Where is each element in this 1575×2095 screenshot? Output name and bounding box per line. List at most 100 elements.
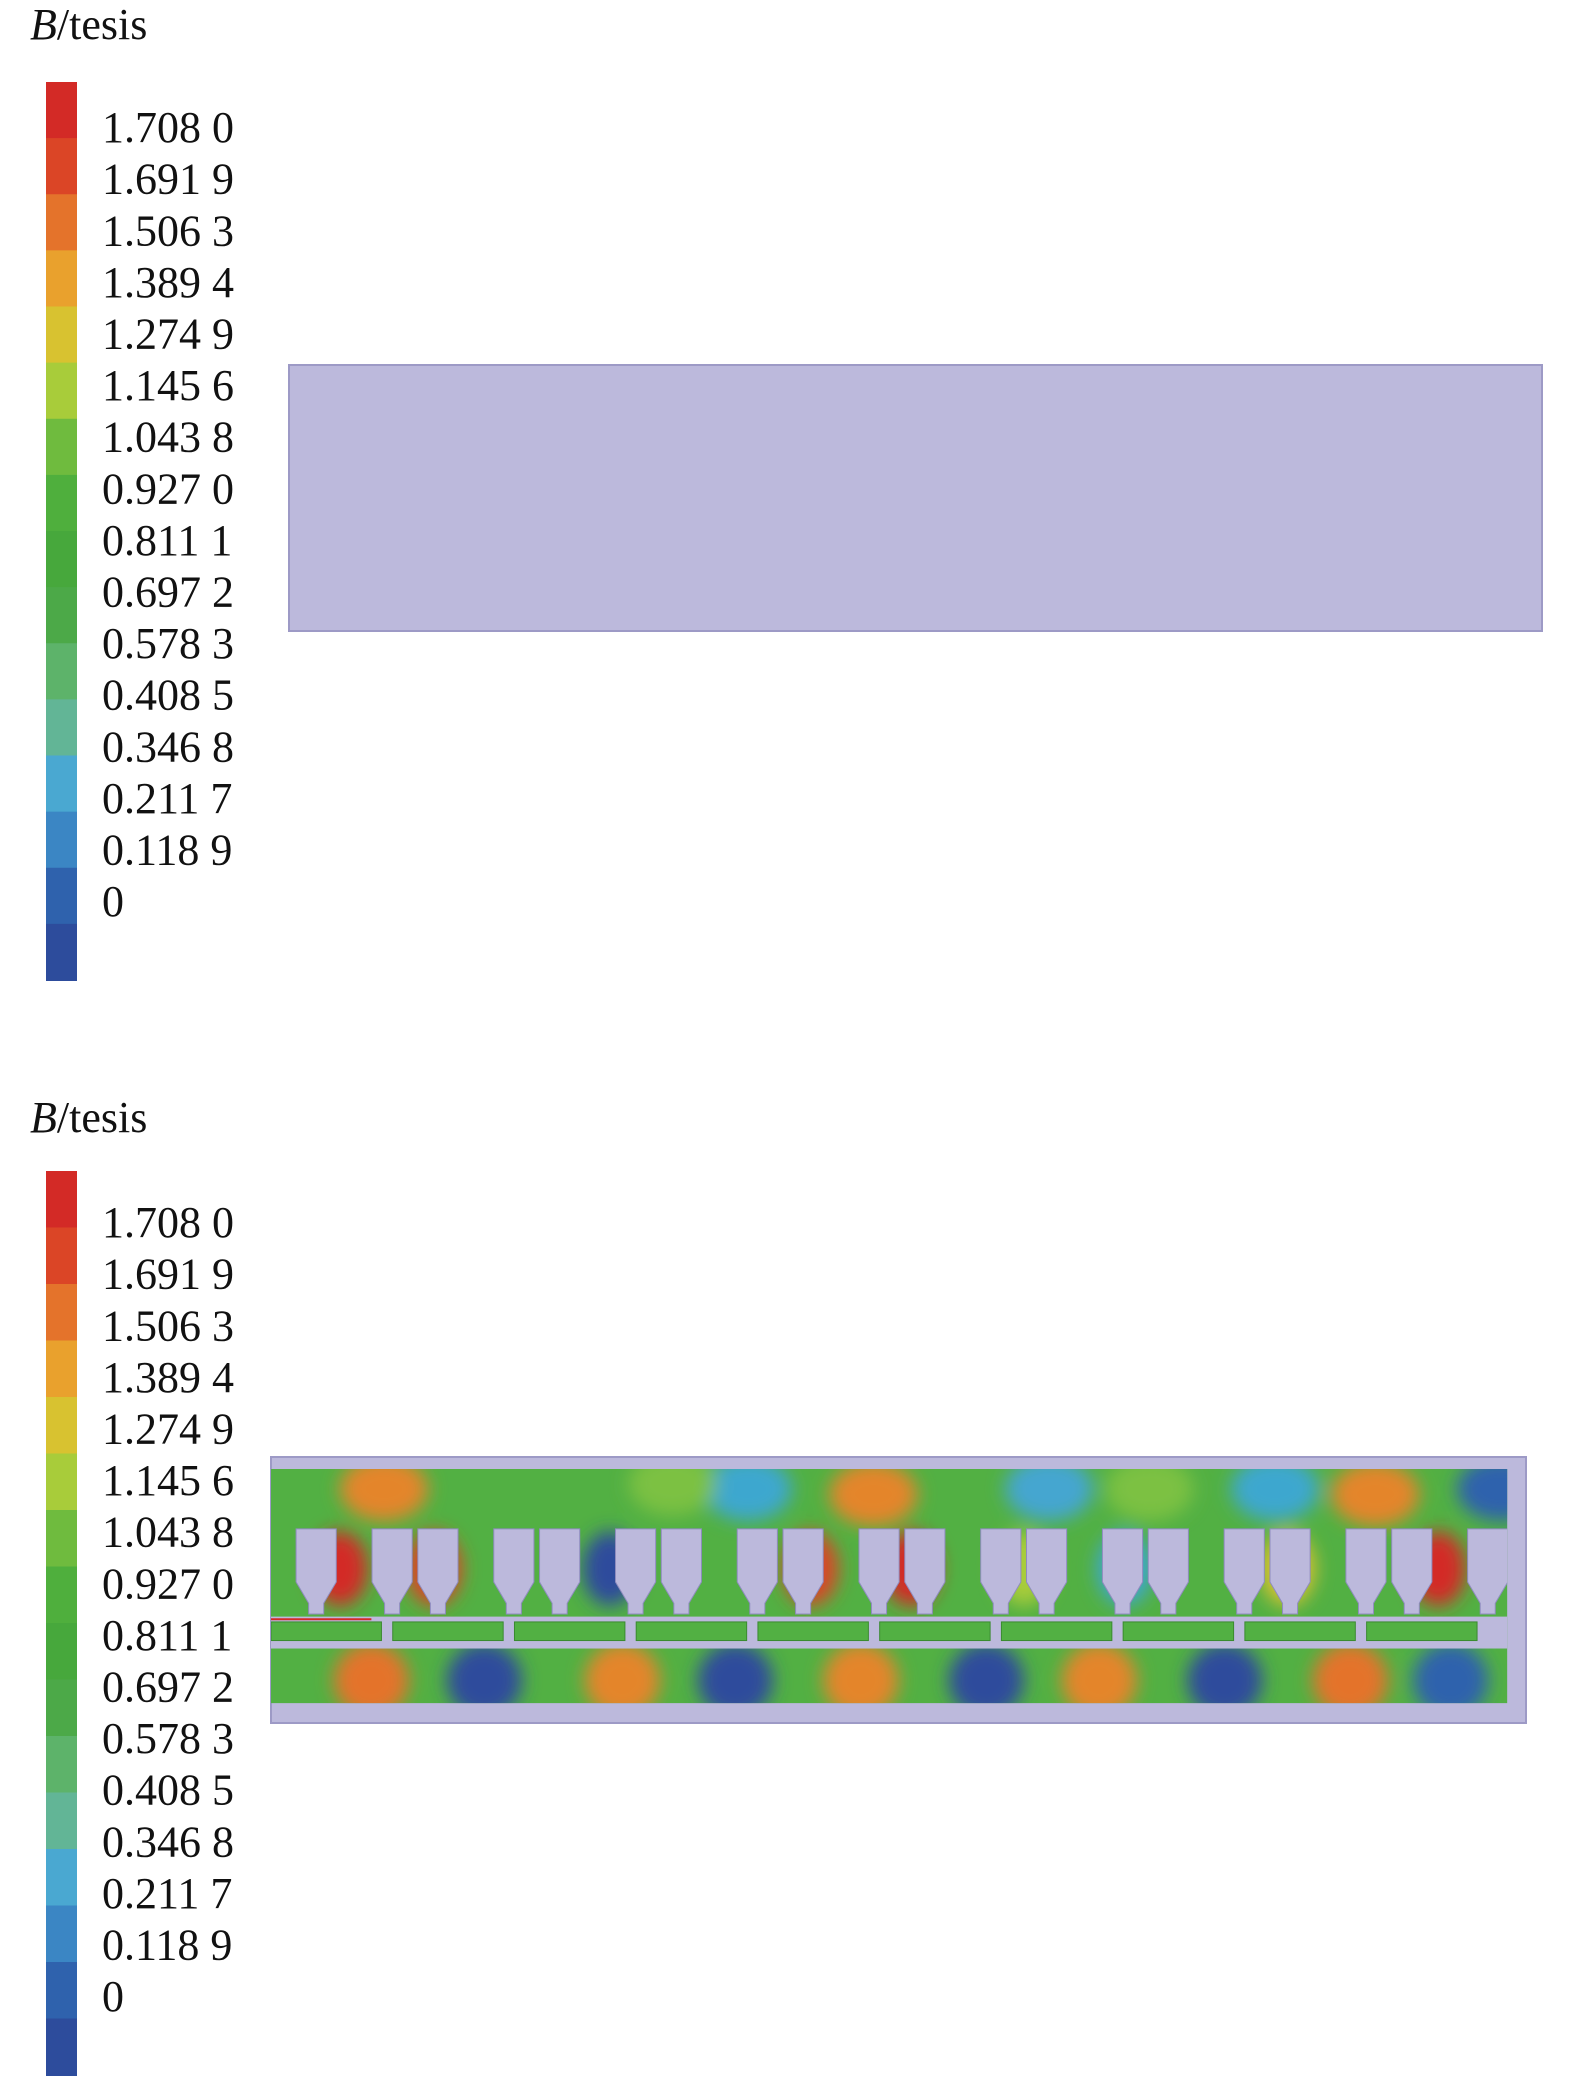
- mover-segment: [271, 1621, 382, 1642]
- colorbar-band: [46, 138, 77, 196]
- legend-label: 1.506 3: [102, 206, 234, 255]
- colorbar-band: [46, 1566, 77, 1624]
- field-blob: [703, 1469, 792, 1521]
- field-blob: [697, 1643, 773, 1704]
- legend-title: B/tesis: [30, 0, 147, 49]
- colorbar-band: [46, 1340, 77, 1398]
- tooth: [371, 1528, 413, 1615]
- legend-label: 0.697 2: [102, 567, 234, 616]
- field-blob: [1061, 1643, 1137, 1704]
- frame: [288, 364, 1543, 632]
- tooth: [1467, 1528, 1508, 1615]
- colorbar-band: [46, 1171, 77, 1229]
- field-blob: [1331, 1469, 1420, 1527]
- mover-segment: [635, 1621, 748, 1642]
- legend-label: 0.118 9: [102, 825, 232, 874]
- colorbar-band: [46, 1849, 77, 1907]
- field-blob: [829, 1469, 918, 1527]
- tooth: [1223, 1528, 1265, 1615]
- colorbar-band: [46, 250, 77, 308]
- tooth: [614, 1528, 657, 1615]
- mover-segment: [757, 1621, 869, 1642]
- tooth: [493, 1528, 535, 1615]
- field-blob: [584, 1643, 661, 1704]
- colorbar-band: [46, 811, 77, 869]
- legend-label: 0.697 2: [102, 1662, 234, 1711]
- colorbar-band: [46, 699, 77, 757]
- tooth: [295, 1528, 337, 1615]
- field: [271, 1469, 1508, 1704]
- legend-label: 0.346 8: [102, 1817, 234, 1866]
- legend-label: 1.389 4: [102, 1353, 234, 1402]
- colorbar-band: [46, 1905, 77, 1963]
- field-blob: [628, 1469, 717, 1516]
- legend-label: 0.408 5: [102, 671, 234, 720]
- legend-label: 1.506 3: [102, 1301, 234, 1350]
- mover-segment: [1122, 1621, 1235, 1642]
- colorbar-band: [46, 643, 77, 701]
- colorbar-band: [46, 1227, 77, 1285]
- unit: /tesis: [57, 0, 147, 49]
- colorbar-band: [46, 362, 77, 420]
- panel: B/tesis 1.708 01.691 91.506 31.389 41.274…: [30, 0, 1543, 981]
- legend-label: 0.211 7: [102, 1869, 232, 1918]
- legend-label: 0.578 3: [102, 619, 234, 668]
- legend-label: 1.389 4: [102, 258, 234, 307]
- tooth: [1147, 1528, 1189, 1615]
- tooth: [539, 1528, 581, 1615]
- legend-label: 0: [102, 877, 124, 926]
- colorbar-band: [46, 2018, 77, 2076]
- colorbar-band: [46, 418, 77, 476]
- colorbar-band: [46, 1792, 77, 1850]
- colorbar-band: [46, 1962, 77, 2020]
- colorbar-band: [46, 587, 77, 645]
- legend-label: 0.211 7: [102, 774, 232, 823]
- tooth: [782, 1528, 824, 1615]
- unit: /tesis: [57, 1093, 147, 1142]
- tooth: [1026, 1528, 1068, 1615]
- colorbar-band: [46, 306, 77, 364]
- legend-label: 1.708 0: [102, 103, 234, 152]
- tooth: [1345, 1528, 1387, 1615]
- field-blob: [333, 1643, 410, 1704]
- legend-label: 0.118 9: [102, 1920, 232, 1969]
- field-blob: [1413, 1643, 1489, 1704]
- mover-segment: [1366, 1621, 1478, 1642]
- field-blob: [1456, 1469, 1508, 1521]
- colorbar-band: [46, 755, 77, 813]
- legend-label: 1.145 6: [102, 361, 234, 410]
- colorbar-band: [46, 1397, 77, 1455]
- tooth: [1391, 1528, 1433, 1615]
- field-blob: [340, 1469, 428, 1521]
- legend-label: 1.274 9: [102, 309, 234, 358]
- mover-segment: [1000, 1621, 1113, 1642]
- colorbar-band: [46, 1679, 77, 1737]
- tooth: [858, 1528, 900, 1615]
- colorbar-band: [46, 1453, 77, 1511]
- colorbar-band: [46, 1736, 77, 1794]
- colorbar-band: [46, 923, 77, 981]
- legend-title: B/tesis: [30, 1093, 147, 1142]
- tooth: [1269, 1528, 1311, 1615]
- legend-label: 0.578 3: [102, 1714, 234, 1763]
- mover-segment: [879, 1621, 991, 1642]
- legend-label: 0: [102, 1972, 124, 2021]
- legend-label: 1.043 8: [102, 413, 234, 462]
- mover-segment: [513, 1621, 626, 1642]
- field-blob: [948, 1643, 1024, 1704]
- colorbar-band: [46, 1284, 77, 1342]
- mover-segment: [1244, 1621, 1356, 1642]
- legend-label: 0.927 0: [102, 464, 234, 513]
- colorbar-band: [46, 82, 77, 140]
- tooth: [660, 1528, 702, 1615]
- legend-label: 0.811 1: [102, 1611, 232, 1660]
- colorbar-band: [46, 1510, 77, 1568]
- field-blob: [1105, 1469, 1194, 1521]
- field-blob: [1231, 1469, 1319, 1521]
- colorbar-band: [46, 531, 77, 589]
- legend-label: 1.691 9: [102, 155, 234, 204]
- symbol: B: [30, 0, 57, 49]
- field-blob: [823, 1643, 899, 1704]
- field-blob: [446, 1643, 522, 1704]
